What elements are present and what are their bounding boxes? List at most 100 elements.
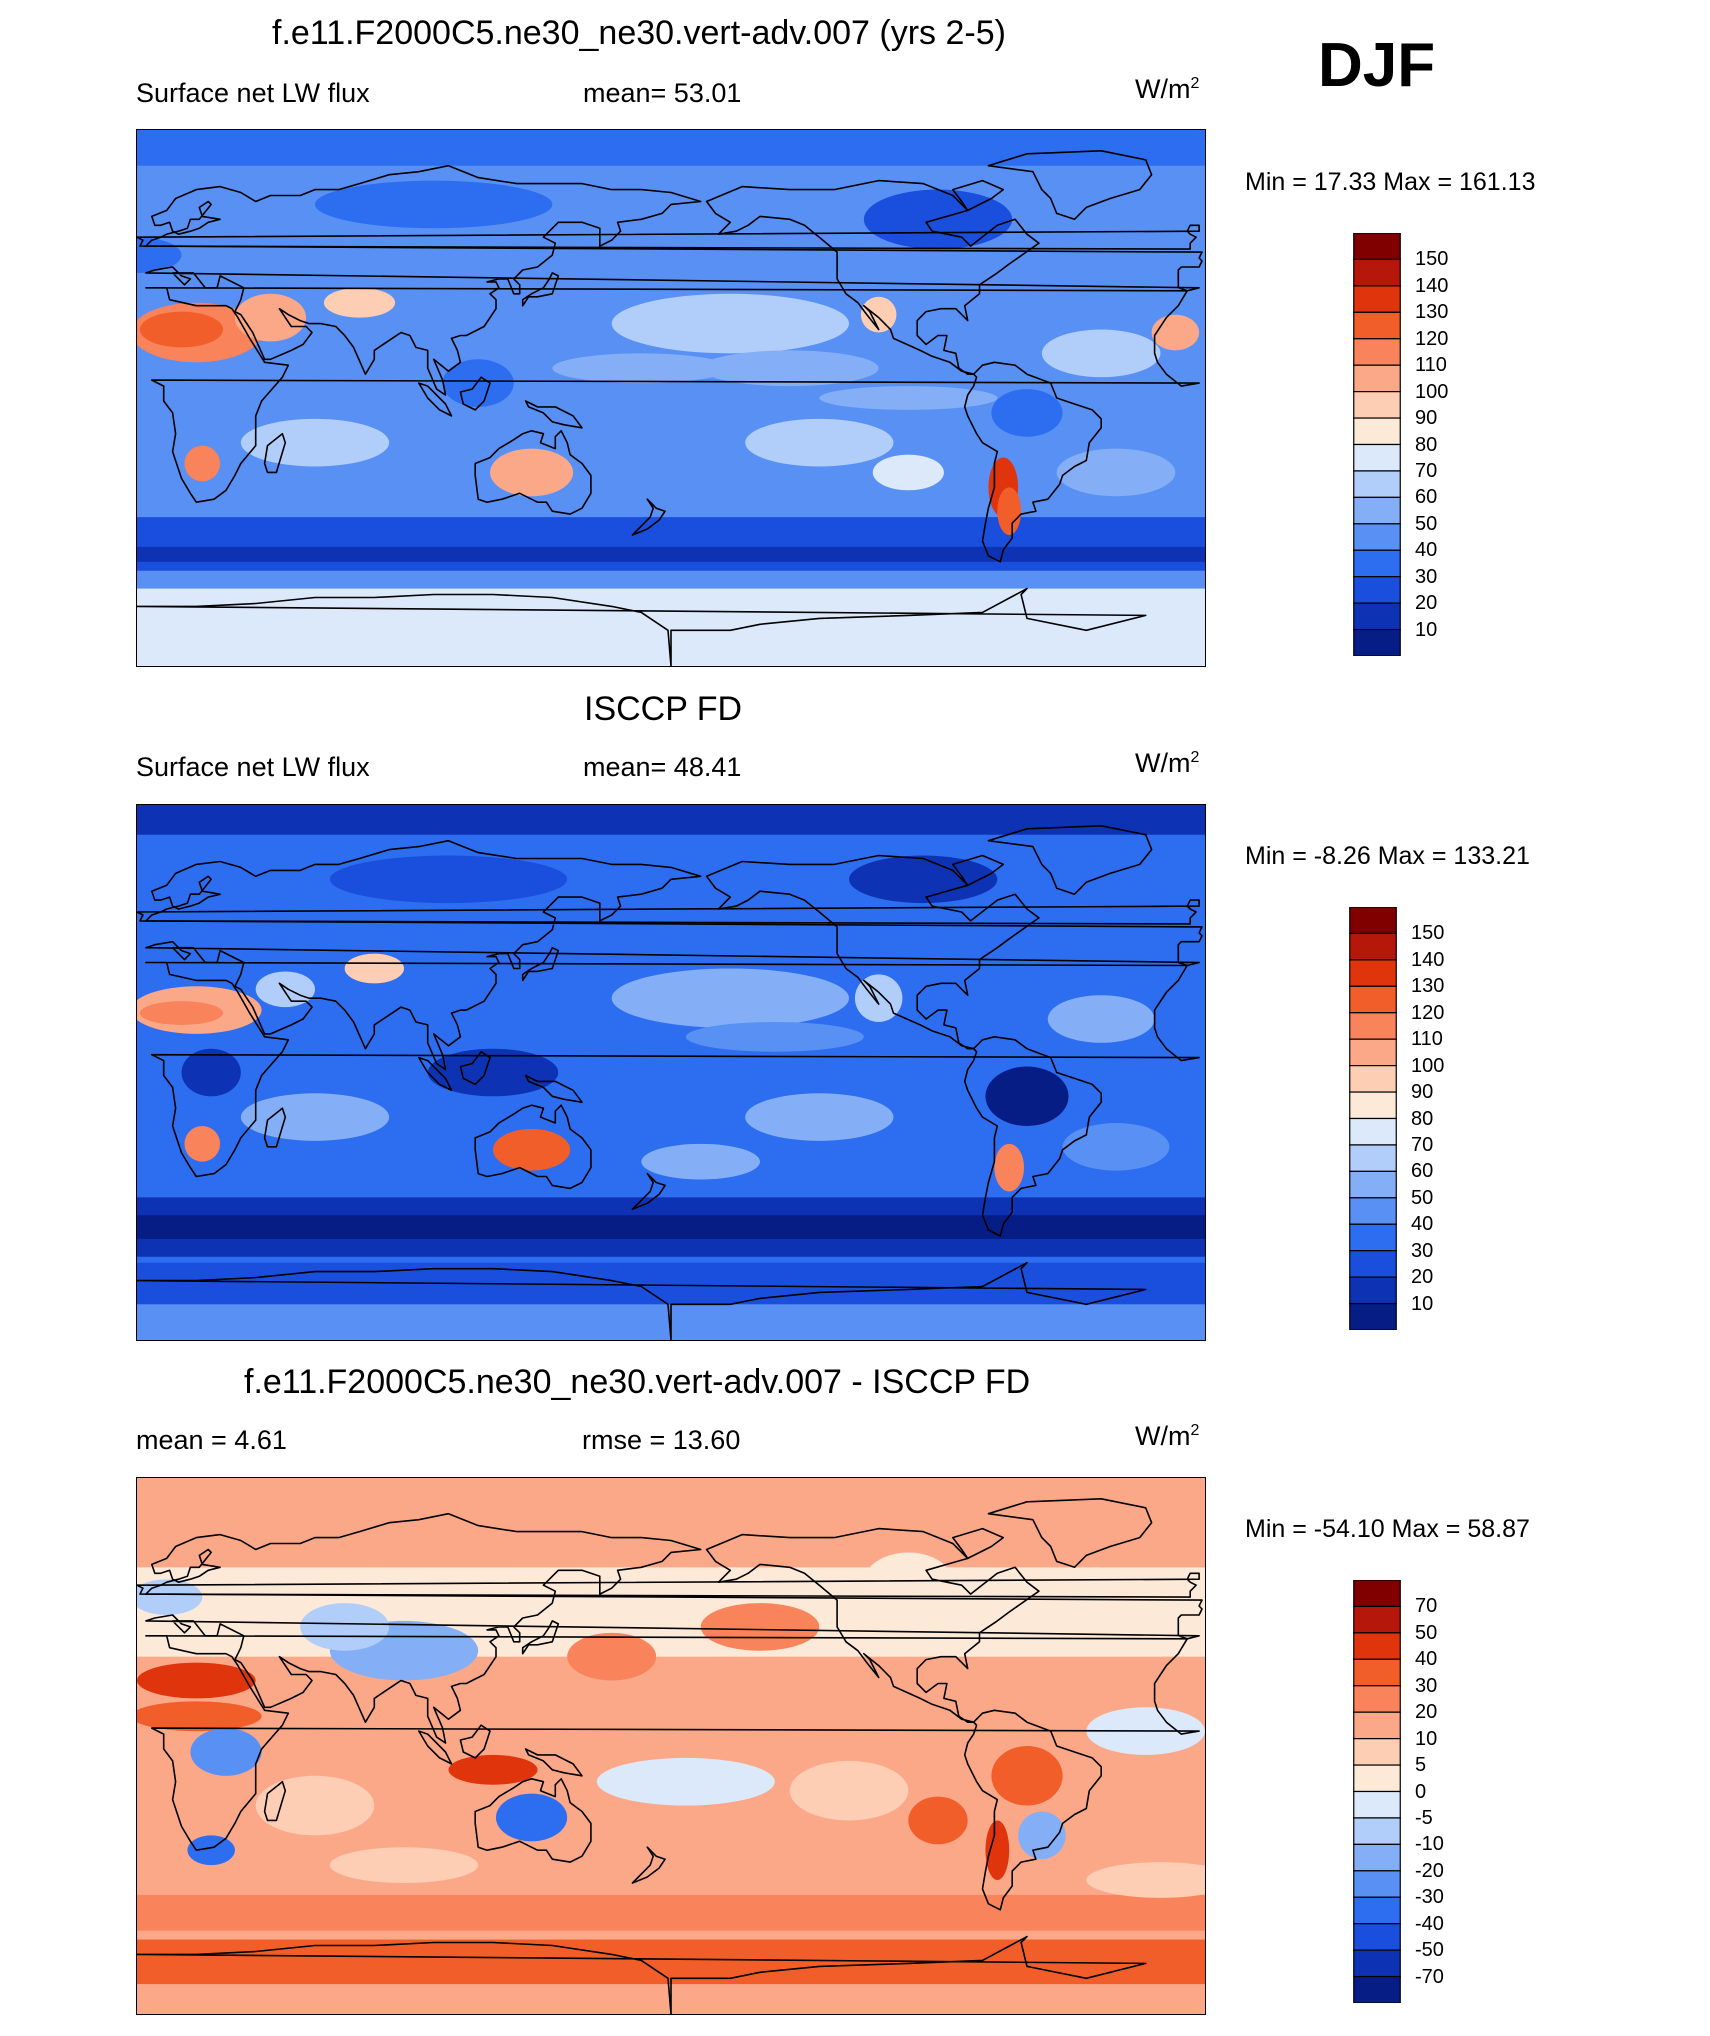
colorbar-box [1349,1276,1397,1305]
panel-1-units-label: W/m2 [1135,74,1200,104]
field-band [137,1894,1205,1931]
field-region [240,418,390,467]
colorbar-tick-label: 20 [1411,1266,1434,1289]
coastline-africa [145,1635,1200,1851]
field-region [1018,1811,1066,1860]
colorbar-box [1349,1012,1397,1040]
field-region [641,1143,760,1180]
field-region [994,1143,1025,1192]
coastline-greenland [987,150,1153,221]
field-region [1041,329,1161,378]
coastline-new-zealand [631,498,666,536]
colorbar-box [1349,1250,1397,1278]
colorbar-tick-label: 70 [1411,1133,1434,1156]
coastline-new-guinea [524,1748,583,1777]
colorbar-box [1353,496,1401,525]
colorbar-box [1353,523,1401,551]
coastline-north-america [705,854,1040,1050]
field-region [1151,314,1200,351]
colorbar-tick-label: 150 [1415,248,1449,271]
colorbar-tick-label: 20 [1415,1701,1438,1724]
field-region [300,1603,390,1651]
colorbar-box [1353,1975,1401,2004]
colorbar-tick-label: 60 [1411,1160,1434,1183]
coastline-sumatra [418,1056,453,1092]
panel-2-minmax-label: Min = -8.26 Max = 133.21 [1245,842,1530,870]
map-background [137,1478,1205,2014]
field-region [567,1632,657,1681]
colorbar-tick-label: 70 [1415,1595,1438,1618]
colorbar-tick-label: 5 [1415,1754,1427,1777]
map-field [137,130,1205,666]
panel-1-map [136,129,1206,667]
field-region [700,1603,820,1651]
field-band [137,546,1205,562]
colorbar-boxes [1353,232,1401,657]
colorbar-box [1353,1923,1401,1951]
field-region [789,1760,909,1821]
field-region [611,293,849,354]
colorbar-box [1349,1197,1397,1225]
colorbar-box [1353,1658,1401,1687]
colorbar-tick-label: -50 [1415,1939,1444,1962]
colorbar-box [1353,549,1401,578]
coastline-new-zealand [631,1172,666,1210]
coastline-uk [137,899,1200,925]
panel-2-mean-label: mean= 48.41 [583,752,742,782]
colorbar-box [1349,1302,1397,1331]
field-region [137,1662,256,1699]
panel-2-title: ISCCP FD [584,690,743,728]
field-region [1056,448,1176,497]
colorbar-box [1353,1605,1401,1634]
colorbar-box [1353,1579,1401,1608]
coastline-japan [521,946,560,982]
colorbar-tick-label: 130 [1411,975,1445,998]
colorbar-box [1353,364,1401,393]
field-region [181,1048,241,1097]
colorbar-tick-label: 110 [1411,1028,1443,1051]
colorbar-box [1349,1038,1397,1067]
field-region [872,454,944,491]
coastline-baffin [952,854,1005,887]
coastline-new-guinea [524,1074,583,1103]
field-band [137,517,1205,571]
colorbar-tick-label: 10 [1415,1727,1438,1750]
colorbar-box [1349,1223,1397,1252]
colorbar-tick-label: -30 [1415,1886,1444,1909]
field-region [184,445,221,482]
panel-3-colorbar: 70 50 40 30 20 10 5 0 -5 -10 -20 -30 -40 -50 -70 [1353,1579,1444,2004]
coastline-borneo [459,376,491,411]
colorbar-tick-label: 10 [1411,1292,1434,1315]
field-region [745,418,894,467]
field-region [495,1793,568,1842]
coastline-north-america [705,179,1040,375]
coastline-australia [474,1778,592,1863]
field-band [137,1215,1205,1239]
panel-1-title: f.e11.F2000C5.ne30_ne30.vert-adv.007 (yr… [272,14,1006,52]
colorbar-tick-label: 50 [1415,1621,1438,1644]
field-band [137,130,1205,166]
field-region [329,1847,479,1883]
field-region [137,1701,262,1732]
coastline-antarctica [137,1261,1147,1340]
field-region [490,448,574,497]
field-region [700,350,879,387]
colorbar-tick-label: 30 [1415,1674,1438,1697]
field-region [190,1728,262,1776]
colorbar-tick-label: 50 [1411,1186,1434,1209]
colorbar-tick-label: 100 [1415,380,1449,403]
colorbar-tick-label: -10 [1415,1833,1444,1856]
field-region [860,296,897,333]
colorbar-tick-label: 140 [1415,274,1449,297]
panel-2-map [136,804,1206,1341]
colorbar-tick-label: 90 [1411,1081,1434,1104]
field-region [863,1552,953,1612]
field-region [139,1001,224,1025]
colorbar-tick-label: -5 [1415,1806,1433,1829]
coastline-australia [474,1104,592,1190]
coastline-south-america [963,361,1102,563]
panel-3-units-label: W/m2 [1135,1421,1200,1451]
colorbar-box [1353,1764,1401,1793]
colorbar-tick-label: 40 [1415,1648,1438,1671]
coastline-greenland [987,825,1153,895]
